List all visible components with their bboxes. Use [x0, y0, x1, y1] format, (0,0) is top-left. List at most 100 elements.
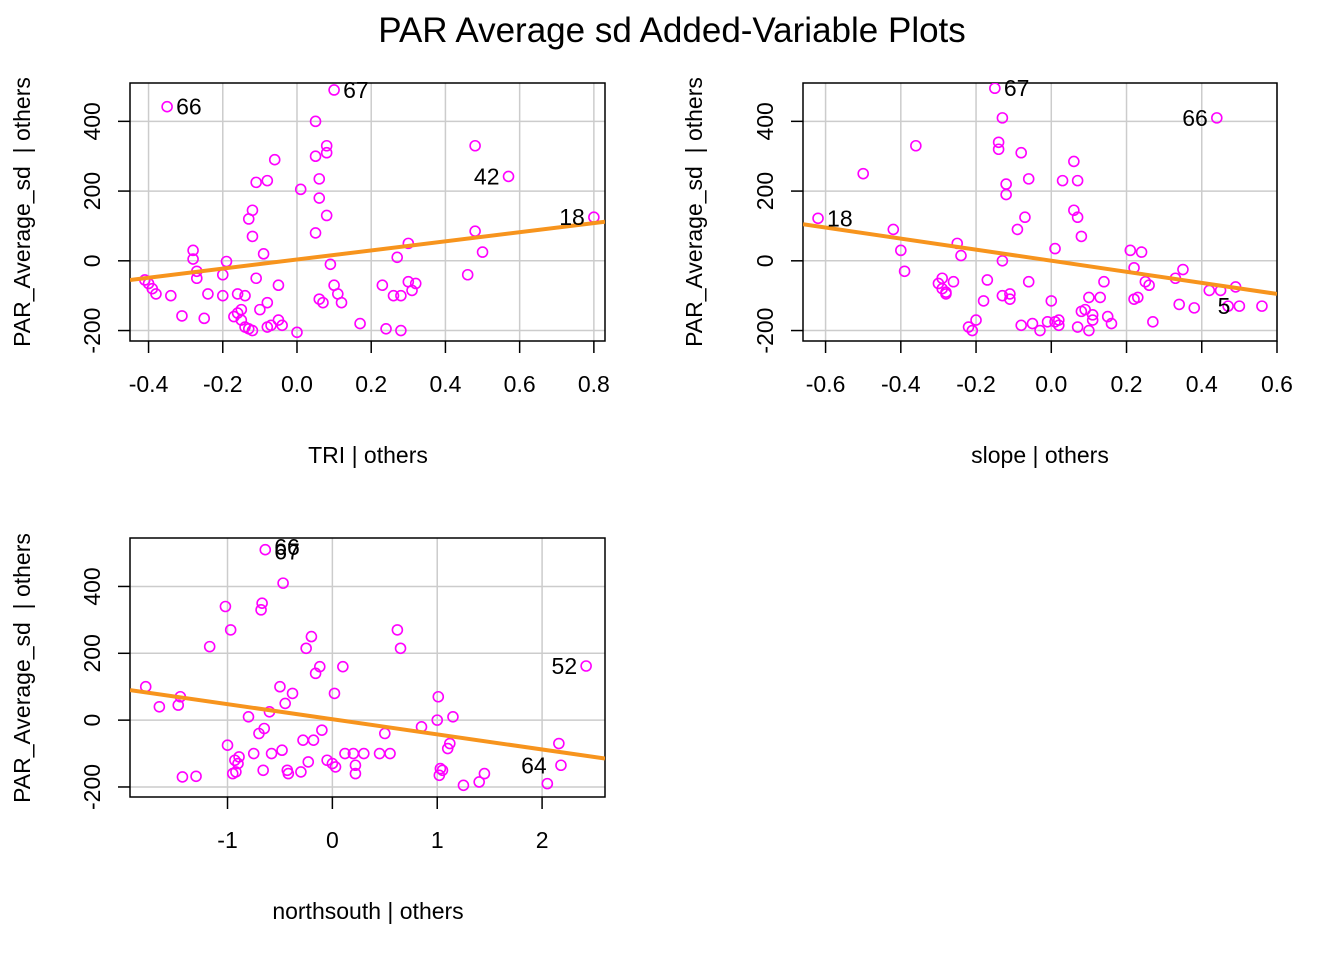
data-point — [1079, 303, 1091, 316]
data-point — [221, 739, 234, 752]
data-point — [391, 624, 404, 636]
data-point — [349, 759, 362, 772]
x-tick-label: 0.6 — [504, 371, 536, 397]
y-tick-label: -200 — [752, 308, 778, 354]
data-point — [895, 244, 907, 257]
plot-frame — [129, 537, 606, 798]
data-point — [1132, 291, 1144, 304]
data-point — [469, 139, 481, 152]
y-tick-label: -200 — [79, 764, 105, 810]
data-point — [316, 724, 328, 736]
data-point — [328, 687, 341, 700]
data-point — [277, 577, 289, 589]
data-point — [246, 324, 259, 337]
data-point — [219, 600, 232, 613]
data-point — [1011, 223, 1024, 236]
data-point — [394, 642, 407, 655]
data-point — [313, 173, 326, 185]
data-point — [989, 83, 1001, 95]
data-point — [307, 734, 320, 746]
data-point — [250, 272, 262, 285]
data-point — [409, 277, 422, 290]
data-point — [580, 660, 592, 672]
data-point — [1086, 309, 1099, 321]
x-tick-label: -0.6 — [806, 371, 846, 397]
data-point — [279, 697, 291, 710]
x-tick-label: 2 — [536, 827, 549, 853]
data-point — [977, 295, 990, 307]
data-point — [259, 543, 272, 556]
data-point — [395, 289, 407, 302]
point-label: 66 — [274, 534, 300, 560]
point-label: 66 — [1182, 105, 1208, 131]
y-tick-label: 200 — [79, 172, 105, 210]
data-point — [187, 244, 199, 257]
data-point — [447, 710, 459, 723]
data-point — [257, 764, 269, 777]
y-tick-label: 0 — [752, 254, 778, 267]
data-point — [246, 204, 259, 217]
point-label: 67 — [274, 538, 300, 564]
data-point — [1022, 275, 1035, 288]
data-point — [165, 289, 177, 302]
data-point — [1041, 316, 1054, 328]
data-point — [150, 288, 162, 300]
plot-frame — [129, 82, 606, 342]
data-point — [230, 766, 242, 778]
data-point — [380, 322, 392, 335]
data-point — [305, 630, 318, 643]
x-tick-label: -0.2 — [956, 371, 996, 397]
x-tick-label: -0.4 — [129, 371, 169, 397]
panel-1: -0.4 -0.2 0.0 0.2 0.4 0.6 0.8 -200 0 200 400 TRI | … — [9, 77, 610, 468]
data-point — [224, 624, 237, 636]
data-point — [1015, 319, 1027, 332]
data-point — [328, 84, 340, 96]
data-point — [1071, 321, 1084, 333]
data-point — [317, 296, 329, 309]
y-tick-label: 400 — [79, 102, 105, 140]
data-point — [190, 770, 202, 783]
data-point — [176, 771, 189, 783]
data-point — [996, 112, 1009, 124]
data-point — [1173, 298, 1185, 311]
y-axis-label: PAR_Average_sd | others — [9, 533, 35, 803]
data-point — [1222, 300, 1234, 312]
plot-frame — [802, 82, 1278, 342]
plot-area — [803, 83, 1277, 337]
data-point — [309, 227, 322, 239]
data-point — [1147, 316, 1159, 328]
data-point — [216, 289, 229, 302]
data-point — [478, 767, 491, 780]
data-point — [295, 766, 307, 778]
x-tick-label: 0 — [326, 827, 339, 853]
data-point — [1139, 275, 1152, 288]
data-point — [198, 312, 211, 325]
data-point — [268, 153, 281, 166]
data-point — [1034, 324, 1046, 337]
data-point — [992, 136, 1005, 149]
data-point — [1083, 324, 1095, 337]
y-tick-label: 0 — [79, 254, 105, 267]
x-tick-label: -1 — [217, 827, 237, 853]
x-tick-label: 0.2 — [355, 371, 387, 397]
y-axis-label: PAR_Average_sd | others — [681, 77, 707, 347]
data-point — [436, 764, 449, 777]
data-point — [313, 293, 326, 305]
point-label: 18 — [827, 205, 853, 231]
point-label: 5 — [1218, 293, 1231, 319]
data-point — [996, 255, 1009, 267]
data-point — [250, 176, 262, 189]
data-point — [1105, 317, 1118, 330]
data-point — [1019, 211, 1031, 224]
data-point — [358, 747, 370, 760]
data-point — [432, 690, 445, 703]
data-point — [962, 321, 975, 333]
data-point — [1177, 263, 1189, 276]
data-point — [940, 288, 952, 300]
data-point — [335, 296, 348, 309]
y-tick-label: 200 — [752, 172, 778, 210]
data-point — [320, 146, 333, 159]
panel-2: -0.6 -0.4 -0.2 0.0 0.2 0.4 0.6 -200 0 200 400 slope… — [681, 75, 1293, 468]
point-label: 18 — [559, 204, 585, 230]
data-point — [1094, 291, 1106, 304]
